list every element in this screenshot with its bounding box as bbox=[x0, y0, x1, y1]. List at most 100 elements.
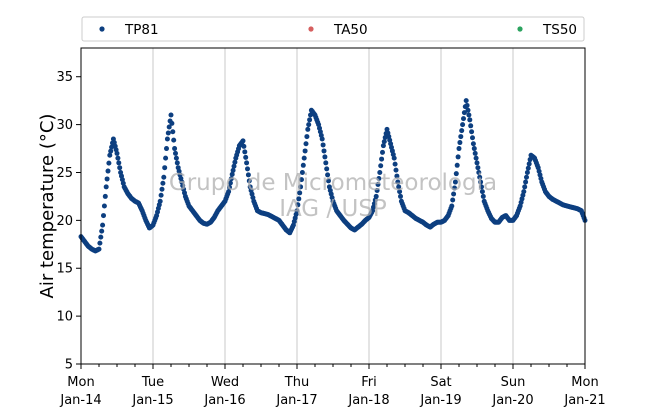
x-tick-label-date: Jan-18 bbox=[347, 393, 389, 408]
data-point bbox=[158, 192, 164, 198]
data-point bbox=[452, 179, 458, 185]
data-point bbox=[457, 140, 463, 146]
data-point bbox=[116, 160, 122, 166]
data-point bbox=[97, 240, 103, 246]
data-point bbox=[378, 163, 384, 169]
data-point bbox=[451, 191, 457, 197]
data-point bbox=[479, 184, 484, 190]
y-tick-label: 35 bbox=[56, 70, 73, 85]
data-point bbox=[240, 138, 246, 144]
data-point bbox=[380, 149, 385, 155]
data-point bbox=[480, 193, 486, 199]
data-point bbox=[463, 98, 469, 104]
data-point bbox=[455, 154, 461, 160]
data-point bbox=[396, 184, 402, 190]
data-point bbox=[227, 180, 233, 186]
data-point bbox=[166, 124, 172, 130]
data-point bbox=[303, 141, 309, 147]
data-point bbox=[171, 137, 177, 143]
data-point bbox=[103, 184, 109, 190]
data-point bbox=[295, 202, 301, 208]
data-point bbox=[159, 186, 165, 192]
data-point bbox=[381, 139, 387, 145]
data-point bbox=[326, 178, 331, 184]
x-tick-label-date: Jan-20 bbox=[491, 393, 533, 408]
data-point bbox=[453, 171, 459, 177]
y-tick-label: 20 bbox=[56, 214, 73, 229]
data-point bbox=[323, 160, 329, 166]
data-point bbox=[322, 154, 328, 160]
data-point bbox=[98, 234, 104, 240]
data-point bbox=[393, 167, 399, 173]
data-point bbox=[476, 169, 482, 175]
data-point bbox=[96, 246, 102, 252]
data-point bbox=[164, 146, 169, 152]
data-point bbox=[392, 161, 398, 167]
data-point bbox=[468, 123, 474, 129]
data-point bbox=[325, 172, 331, 178]
legend-label-tp81: TP81 bbox=[124, 22, 159, 38]
data-point bbox=[117, 165, 123, 171]
watermark-line-1: Grupo de Micrometeorologia bbox=[169, 170, 497, 196]
data-point bbox=[161, 174, 167, 180]
x-tick-label-date: Jan-14 bbox=[59, 393, 101, 408]
data-point bbox=[380, 143, 386, 149]
data-point bbox=[294, 208, 300, 214]
data-point bbox=[173, 150, 178, 156]
y-tick-label: 5 bbox=[65, 358, 73, 373]
x-tick-label-date: Jan-15 bbox=[131, 393, 173, 408]
data-point bbox=[163, 155, 169, 161]
x-tick-label-day: Thu bbox=[284, 375, 309, 390]
data-point bbox=[521, 189, 527, 195]
data-point bbox=[306, 122, 312, 128]
data-point bbox=[115, 155, 121, 161]
data-point bbox=[304, 134, 310, 140]
data-point bbox=[297, 190, 303, 196]
data-point bbox=[107, 152, 113, 158]
data-point bbox=[226, 189, 232, 195]
y-tick-label: 25 bbox=[56, 166, 73, 181]
legend-marker-ta50 bbox=[308, 26, 314, 32]
legend-marker-ts50 bbox=[517, 26, 523, 32]
data-point bbox=[231, 163, 237, 169]
y-tick-label: 10 bbox=[56, 310, 73, 325]
data-point bbox=[242, 149, 248, 155]
legend-frame bbox=[81, 16, 585, 42]
data-point bbox=[244, 160, 250, 166]
data-point bbox=[165, 130, 171, 136]
y-tick-label: 15 bbox=[56, 262, 73, 277]
data-point bbox=[524, 169, 530, 175]
data-point bbox=[101, 213, 106, 219]
data-point bbox=[229, 171, 235, 177]
data-point bbox=[320, 142, 326, 148]
data-point bbox=[321, 148, 327, 154]
data-point bbox=[245, 166, 250, 172]
data-point bbox=[243, 154, 249, 160]
data-point bbox=[454, 162, 460, 168]
data-point bbox=[397, 189, 403, 195]
data-point bbox=[470, 135, 475, 141]
data-point bbox=[227, 184, 232, 190]
data-point bbox=[377, 169, 383, 175]
y-axis-title: Air temperature (°C) bbox=[37, 114, 58, 299]
x-tick-label-day: Sat bbox=[430, 375, 451, 390]
data-point bbox=[108, 148, 114, 154]
data-point bbox=[395, 179, 401, 185]
data-point bbox=[299, 177, 304, 183]
data-point bbox=[102, 193, 108, 199]
x-tick-label-day: Mon bbox=[571, 375, 598, 390]
data-point bbox=[478, 179, 484, 185]
data-point bbox=[232, 159, 238, 165]
data-point bbox=[452, 185, 457, 191]
data-point bbox=[373, 193, 379, 199]
data-point bbox=[228, 176, 234, 182]
data-point bbox=[241, 143, 247, 149]
x-tick-label-date: Jan-21 bbox=[563, 393, 605, 408]
data-point bbox=[173, 155, 179, 161]
data-point bbox=[449, 203, 455, 209]
data-point bbox=[525, 165, 531, 171]
data-point bbox=[157, 198, 163, 204]
data-point bbox=[464, 102, 470, 108]
data-point bbox=[398, 193, 403, 199]
